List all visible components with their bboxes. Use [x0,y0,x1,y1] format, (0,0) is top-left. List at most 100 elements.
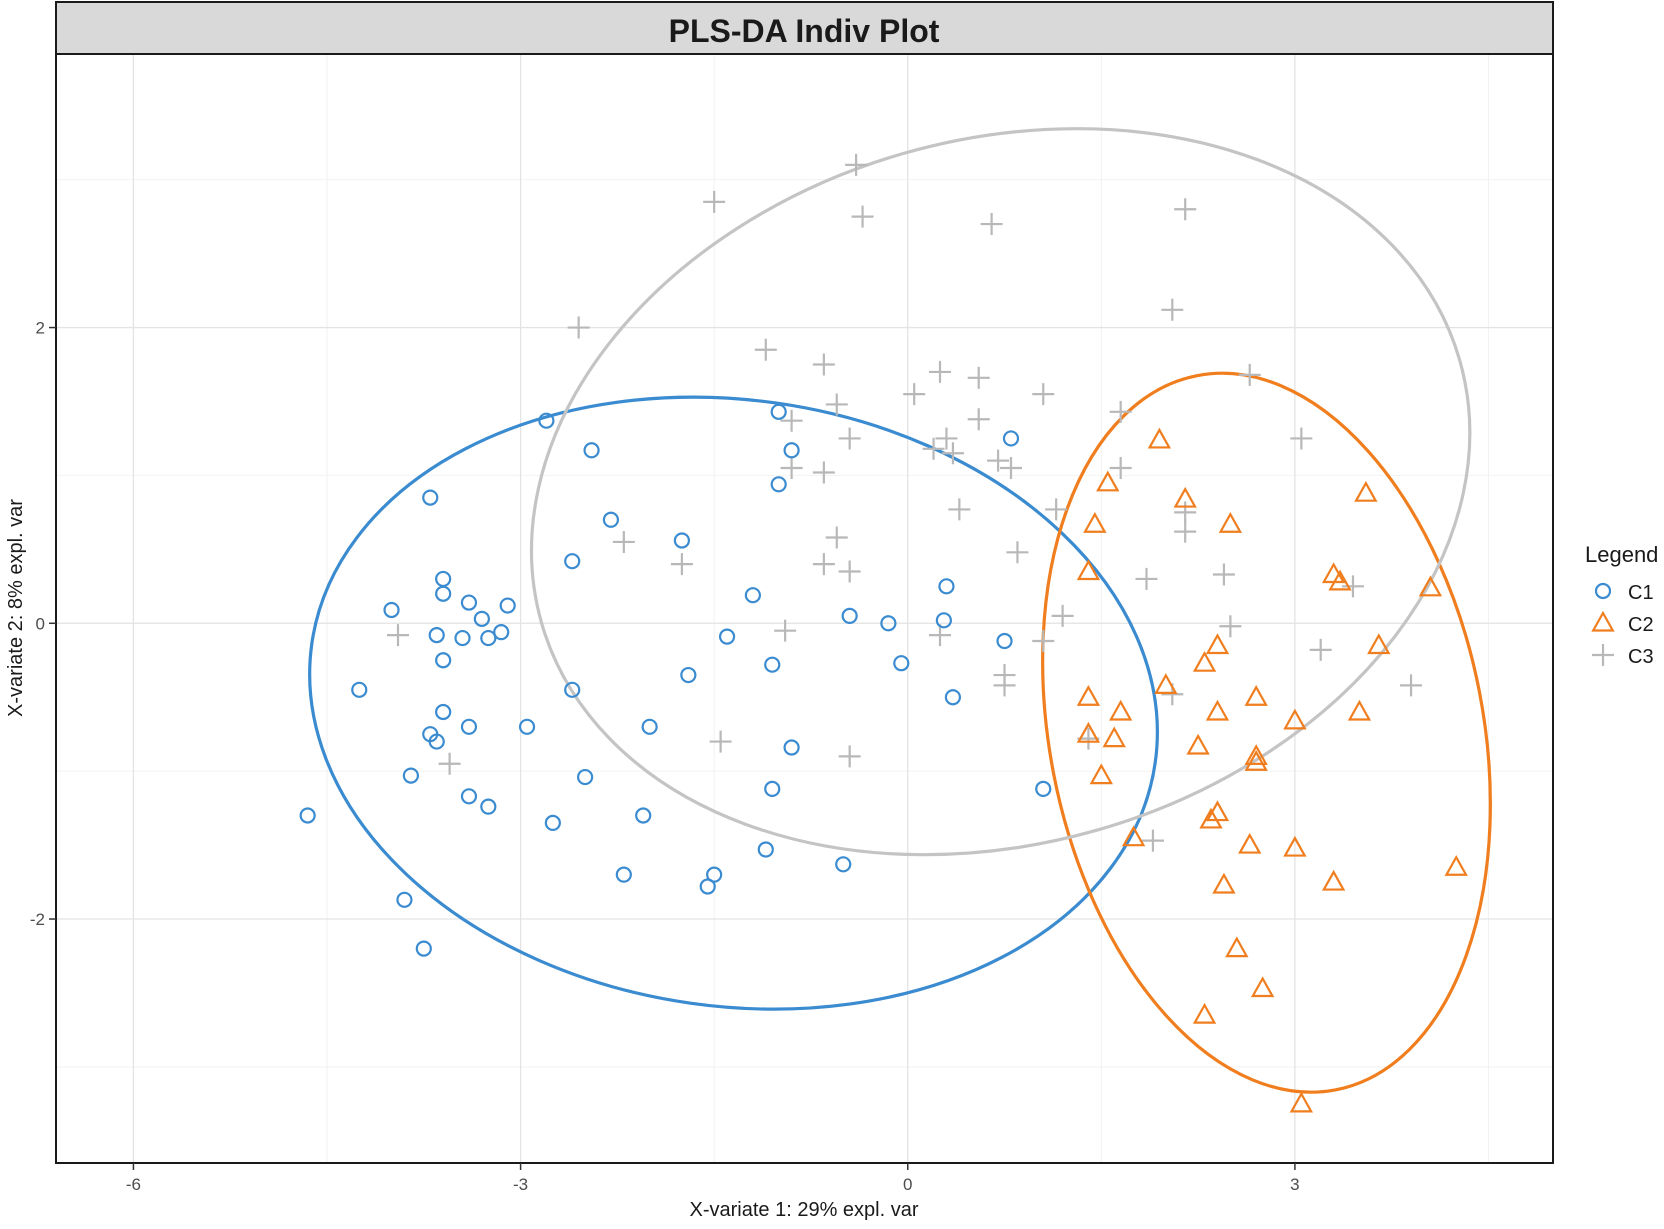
legend-key-c3 [1592,644,1614,666]
point-c2 [1418,575,1443,597]
point-c3 [941,442,964,465]
plot-border [55,53,1554,1164]
point-c2 [1192,1002,1217,1024]
point-c3 [1174,501,1197,524]
series-c2 [1076,427,1468,1113]
point-c1 [718,628,736,645]
point-c3 [812,553,835,576]
point-c1 [351,681,368,698]
point-c2 [1186,733,1210,755]
point-c1 [493,624,510,641]
point-c2 [1121,825,1146,847]
point-c2 [1354,480,1378,502]
point-c3 [967,366,990,389]
axes: -6 -3 0 3 -2 0 2 [30,319,1300,1194]
point-c2 [1089,763,1113,785]
x-tick-label: -3 [513,1175,528,1194]
point-c2 [1367,633,1391,655]
point-c2 [1205,699,1230,721]
point-c1 [428,627,445,644]
point-c1 [460,788,478,805]
point-c1 [428,733,445,750]
point-c2 [1289,1091,1314,1113]
point-c3 [1109,400,1132,423]
point-c2 [1244,750,1268,771]
confidence-ellipses [308,127,1492,1094]
point-c2 [1205,633,1230,655]
point-c3 [1141,829,1164,852]
point-c1 [770,403,787,420]
point-c2 [1225,936,1249,958]
point-c3 [1290,427,1313,450]
point-c3 [903,383,926,406]
point-c3 [612,530,635,553]
point-c2 [1147,427,1172,449]
series-c1 [299,403,1052,957]
point-c1 [583,442,600,459]
point-c3 [980,213,1003,236]
point-c1 [480,629,497,647]
point-c1 [893,655,910,672]
point-c3 [1174,520,1197,543]
point-c1 [518,718,536,735]
point-c2 [1173,486,1197,508]
point-c1 [402,767,419,784]
point-c2 [1083,511,1107,533]
point-c1 [564,553,581,570]
point-c2 [1218,511,1243,533]
ellipse-c1 [308,395,1159,1011]
point-c3 [386,624,409,647]
point-c1 [473,610,490,627]
point-c1 [757,841,774,858]
point-c3 [1161,298,1184,321]
point-c1 [764,780,781,797]
point-c3 [1045,498,1068,521]
point-c1 [422,489,439,506]
point-c3 [1032,383,1055,406]
point-c2 [1076,721,1101,743]
point-c1 [1002,430,1020,447]
point-c3 [825,526,848,549]
point-c1 [680,666,697,684]
legend-key-c1 [1594,582,1612,600]
point-c1 [699,878,716,895]
point-c1 [841,607,858,624]
point-c2 [1250,976,1275,998]
point-c3 [967,408,990,431]
point-c1 [673,532,691,549]
point-c3 [838,745,861,768]
point-c3 [812,461,835,484]
legend-label-c1: C1 [1628,582,1654,604]
point-c3 [812,353,835,376]
point-c2 [1283,708,1307,730]
y-tick-label: 0 [36,614,45,633]
point-c2 [1328,569,1352,591]
point-c1 [996,632,1013,650]
point-c1 [938,578,955,595]
point-c1 [460,594,478,611]
point-c1 [396,891,413,908]
point-c3 [780,409,803,432]
point-c3 [1238,363,1261,386]
point-c2 [1154,673,1178,694]
point-c1 [538,412,555,429]
chart-title: PLS-DA Indiv Plot [669,13,940,49]
point-c3 [845,153,868,176]
point-c1 [783,739,800,756]
point-c2 [1444,855,1468,876]
point-c1 [770,476,787,493]
ellipse-c2 [1041,371,1492,1094]
point-c3 [1341,575,1364,598]
point-c1 [635,807,652,824]
point-c1 [602,511,620,528]
point-c1 [744,587,761,604]
legend-label-c3: C3 [1628,646,1654,668]
point-c2 [1199,807,1223,829]
point-c1 [544,814,561,832]
point-c3 [993,674,1016,697]
y-axis-label: X-variate 2: 8% expl. var [5,499,27,717]
point-c1 [435,585,452,602]
legend: Legend C1 C2 C3 [1585,542,1658,668]
point-c2 [1238,832,1262,854]
